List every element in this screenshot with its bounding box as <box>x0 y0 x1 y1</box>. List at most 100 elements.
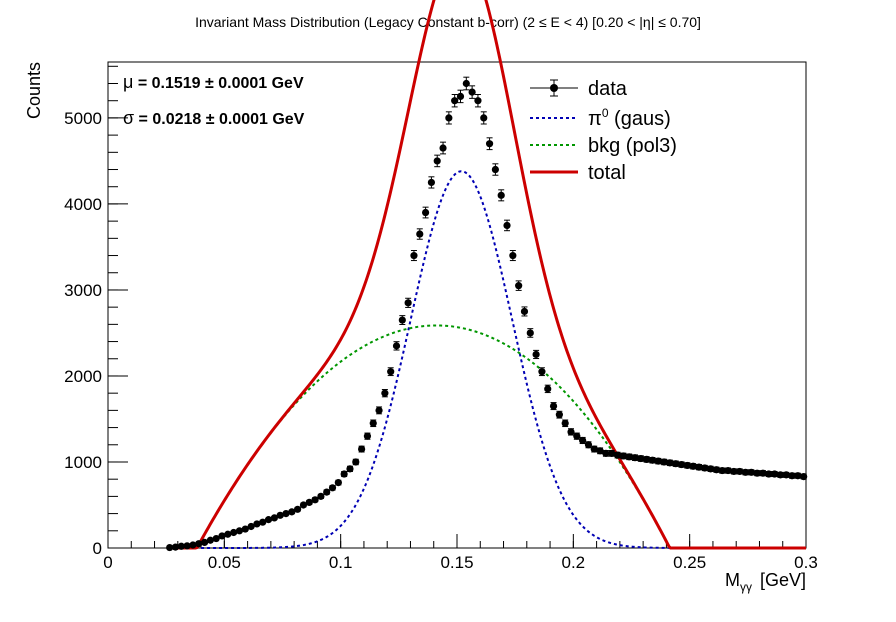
data-marker <box>218 532 226 540</box>
data-marker <box>724 466 732 475</box>
data-point <box>648 456 657 464</box>
x-tick-label: 0.3 <box>794 553 818 572</box>
data-point <box>363 432 372 440</box>
data-point <box>561 419 569 428</box>
data-point <box>171 543 180 551</box>
data-point <box>282 509 290 518</box>
data-point <box>259 518 267 526</box>
data-point <box>456 89 465 104</box>
data-point <box>317 492 325 500</box>
legend-entry-total: total <box>530 162 626 184</box>
data-point <box>526 328 534 338</box>
data-point <box>421 206 430 219</box>
data-marker <box>253 520 261 528</box>
sigma-symbol: σ <box>123 108 134 128</box>
mean-symbol: μ <box>123 72 133 92</box>
data-marker <box>741 468 750 476</box>
data-point <box>177 542 185 550</box>
data-marker <box>346 465 354 473</box>
data-point <box>485 137 494 151</box>
data-marker <box>264 516 273 524</box>
data-marker <box>410 251 418 260</box>
data-point <box>433 154 441 168</box>
data-marker <box>695 463 703 471</box>
data-marker <box>776 471 785 479</box>
data-point <box>427 176 436 189</box>
data-marker <box>421 208 430 217</box>
data-point <box>532 349 540 360</box>
data-point <box>724 466 732 475</box>
data-point <box>613 451 622 459</box>
x-axis-label: Mγγ [GeV] <box>725 570 806 594</box>
data-marker <box>427 178 436 187</box>
data-marker <box>602 449 610 457</box>
data-point <box>235 527 244 535</box>
data-point <box>264 516 273 524</box>
data-point <box>660 458 668 466</box>
data-point <box>375 406 383 415</box>
data-marker <box>747 468 755 476</box>
legend-bkg-label: bkg (pol3) <box>588 135 677 157</box>
data-marker <box>468 88 476 96</box>
data-marker <box>753 469 761 477</box>
fit-curves <box>168 0 806 550</box>
data-point <box>689 462 697 470</box>
total-curve <box>168 0 806 550</box>
data-marker <box>555 411 563 419</box>
data-point <box>747 468 755 476</box>
data-point <box>701 464 709 472</box>
data-marker <box>712 466 721 474</box>
data-point <box>549 402 558 411</box>
x-tick-label: 0.25 <box>673 553 706 572</box>
data-marker <box>311 496 319 504</box>
legend-total-label: total <box>588 162 626 184</box>
data-point <box>387 367 395 377</box>
data-point <box>218 532 226 540</box>
data-marker <box>538 368 546 376</box>
data-point <box>643 455 651 464</box>
data-marker <box>788 472 796 480</box>
data-marker <box>352 458 360 466</box>
data-point <box>358 445 366 453</box>
data-point <box>753 469 761 477</box>
data-marker <box>340 470 348 478</box>
data-point <box>352 458 360 466</box>
data-point <box>555 410 563 419</box>
legend-entry-gaus: π0 (gaus) <box>530 106 671 130</box>
data-marker <box>288 508 296 516</box>
data-marker <box>654 457 662 465</box>
data-marker <box>247 522 255 531</box>
x-tick-label: 0 <box>103 553 112 572</box>
data-marker <box>567 428 575 436</box>
data-marker <box>294 505 302 513</box>
legend: data π0 (gaus) bkg (pol3) total <box>530 78 677 184</box>
data-marker <box>474 97 482 105</box>
data-marker <box>631 454 639 462</box>
data-point <box>299 501 308 509</box>
data-marker <box>532 350 540 359</box>
data-point <box>683 461 691 470</box>
data-points <box>166 76 808 552</box>
data-marker <box>404 299 412 307</box>
y-axis-label: Counts <box>24 62 44 119</box>
data-point <box>392 341 401 351</box>
data-marker <box>683 461 691 470</box>
data-marker <box>648 456 657 464</box>
data-marker <box>433 157 441 165</box>
data-marker <box>462 79 470 88</box>
data-marker <box>195 540 203 548</box>
data-point <box>544 384 552 394</box>
data-marker <box>520 307 529 316</box>
data-point <box>736 467 744 476</box>
legend-gaus-sup: 0 <box>602 106 609 120</box>
data-point <box>770 470 779 478</box>
y-tick-label: 1000 <box>64 453 102 472</box>
data-point <box>596 447 604 455</box>
data-marker <box>544 385 552 393</box>
data-point <box>677 460 686 469</box>
data-marker <box>730 467 738 476</box>
data-marker <box>485 140 494 148</box>
x-axis-label-main: M <box>725 570 740 590</box>
y-tick-label: 2000 <box>64 367 102 386</box>
